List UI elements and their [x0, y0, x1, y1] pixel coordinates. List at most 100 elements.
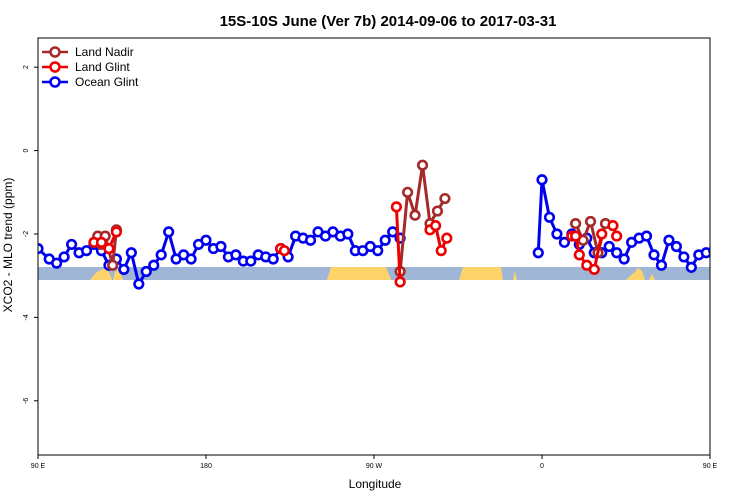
ocean-glint-point	[618, 253, 630, 265]
ocean-glint-point	[678, 251, 690, 263]
y-axis-label: XCO2 - MLO trend (ppm)	[1, 178, 15, 313]
ocean-glint-point	[532, 247, 544, 259]
ocean-glint-point	[163, 226, 175, 238]
ocean-glint-point	[536, 174, 548, 186]
x-tick-label: 180	[200, 463, 212, 470]
legend-label: Ocean Glint	[75, 75, 139, 89]
land-glint-point	[596, 228, 608, 240]
ocean-glint-point	[215, 240, 227, 253]
legend-label: Land Nadir	[75, 45, 134, 59]
y-tick-label: 2	[23, 65, 30, 69]
land-glint-point	[103, 242, 115, 255]
ocean-glint-point	[140, 265, 152, 278]
x-tick-label: 90 W	[366, 463, 383, 470]
ocean-glint-point	[245, 255, 257, 267]
ocean-glint-point	[732, 251, 741, 260]
legend-label: Land Glint	[75, 60, 130, 74]
land-fill	[459, 267, 503, 280]
ocean-glint-point	[551, 228, 563, 240]
ocean-glint-point	[51, 257, 63, 269]
ocean-glint-point	[640, 230, 653, 242]
ocean-glint-point	[670, 240, 683, 253]
x-tick-label: 90 E	[31, 463, 46, 470]
land-glint-point	[95, 236, 108, 248]
ocean-glint-point	[372, 245, 384, 257]
land-fill	[649, 274, 655, 280]
land-glint-point	[573, 249, 585, 261]
land-glint-point	[607, 220, 619, 232]
x-tick-label: 90 E	[703, 463, 718, 470]
ocean-glint-point	[603, 240, 615, 253]
plot-frame	[37, 37, 711, 456]
ocean-glint-point	[148, 259, 160, 271]
ocean-glint-point	[685, 261, 697, 273]
ocean-glint-point	[185, 253, 197, 265]
legend-marker	[49, 46, 61, 58]
y-tick-label: 0	[23, 149, 30, 153]
ocean-glint-point	[80, 245, 93, 257]
ocean-glint-point	[267, 253, 279, 265]
land-nadir-point	[402, 186, 414, 198]
ocean-glint-point	[379, 234, 391, 246]
legend-item-ocean-glint: Ocean Glint	[42, 75, 139, 89]
legend-item-land-nadir: Land Nadir	[42, 45, 134, 59]
ocean-glint-point	[342, 228, 354, 240]
land-ocean-band	[38, 267, 710, 280]
land-fill	[113, 269, 123, 280]
land-glint-point	[588, 263, 600, 276]
land-glint-point	[435, 245, 447, 257]
legend-marker	[49, 61, 61, 73]
y-tick-label: -2	[23, 231, 30, 237]
land-fill	[513, 271, 517, 280]
ocean-glint-point	[717, 242, 726, 251]
axis-ticks: 90 E 180 90 W 0 90 E 2 0 -2 -4 -6	[23, 65, 718, 470]
ocean-glint-point	[708, 246, 710, 255]
land-nadir-point	[431, 205, 444, 217]
legend-marker	[49, 76, 61, 88]
x-tick-label: 0	[540, 463, 544, 470]
legend: Land Nadir Land Glint Ocean Glint	[42, 45, 139, 89]
land-nadir-point	[107, 259, 119, 271]
land-nadir-point	[584, 215, 597, 228]
land-glint-point	[611, 230, 623, 242]
land-nadir-point	[416, 159, 429, 171]
ocean-glint-point	[700, 247, 710, 259]
ocean-glint-point	[611, 247, 623, 259]
ocean-glint-point	[118, 263, 130, 276]
ocean-glint-point	[230, 249, 242, 261]
ocean-glint-point	[648, 249, 660, 261]
land-nadir-point	[409, 209, 421, 221]
ocean-glint-point	[304, 234, 317, 246]
ocean-glint-point	[663, 234, 675, 246]
legend-item-land-glint: Land Glint	[42, 60, 130, 74]
ocean-glint-point	[65, 238, 78, 251]
land-fill	[90, 268, 112, 280]
land-glint-point	[278, 245, 291, 257]
ocean-glint-point	[125, 247, 137, 259]
chart-title: 15S-10S June (Ver 7b) 2014-09-06 to 2017…	[220, 13, 557, 30]
land-glint-point	[394, 276, 406, 288]
y-tick-label: -4	[23, 314, 30, 320]
land-glint-point	[390, 201, 403, 213]
land-glint-point	[569, 230, 582, 242]
y-tick-label: -6	[23, 398, 30, 404]
land-glint-point	[430, 220, 442, 232]
ocean-glint-point	[739, 242, 748, 251]
ocean-glint-point	[155, 249, 167, 261]
land-glint-point	[441, 232, 453, 244]
ocean-glint-point	[200, 234, 212, 246]
ocean-glint-point	[558, 236, 571, 248]
land-fill	[626, 268, 645, 280]
series-lines	[38, 159, 748, 290]
ocean-glint-point	[543, 211, 556, 223]
land-fill	[327, 267, 391, 280]
x-axis-label: Longitude	[349, 477, 402, 491]
ocean-glint-point	[133, 278, 145, 290]
ocean-glint-point	[724, 255, 733, 264]
land-glint-point	[110, 226, 122, 238]
land-nadir-line	[398, 163, 447, 272]
land-nadir-point	[569, 217, 582, 230]
ocean-glint-point	[655, 259, 668, 271]
land-nadir-point	[439, 192, 451, 205]
